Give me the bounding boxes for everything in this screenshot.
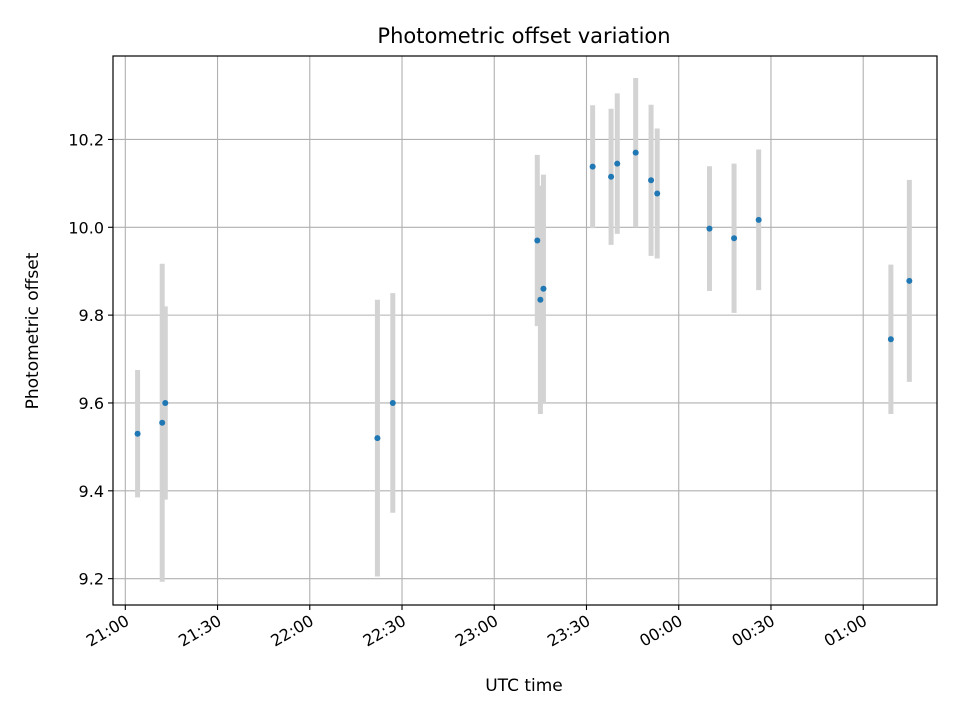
x-tick-label: 23:30 [544, 611, 593, 651]
data-point [706, 225, 713, 232]
x-tick-label: 21:30 [175, 611, 224, 651]
data-point [374, 435, 381, 442]
plot-frame [112, 55, 938, 606]
x-tick-label: 22:00 [267, 611, 316, 651]
grid [113, 56, 937, 605]
data-point [614, 160, 621, 167]
data-point [540, 285, 547, 292]
chart-title: Photometric offset variation [377, 24, 670, 48]
y-axis-ticks: 9.2 9.4 9.6 9.8 10.0 10.2 [68, 130, 113, 589]
x-axis-label: UTC time [485, 676, 563, 696]
y-tick-label: 9.2 [79, 570, 104, 589]
y-tick-label: 9.8 [79, 306, 104, 325]
x-tick-label: 22:30 [360, 611, 409, 651]
data-point [731, 235, 738, 242]
data-point [162, 399, 169, 406]
x-axis-ticks: 21:00 21:30 22:00 22:30 23:00 23:30 00:00 00:30… [83, 605, 870, 651]
data-point [632, 149, 639, 156]
data-point [654, 190, 661, 197]
x-tick-label: 00:00 [636, 611, 685, 651]
data-point [648, 177, 655, 184]
error-bars [135, 77, 912, 582]
x-tick-label: 21:00 [83, 611, 132, 651]
data-point [608, 173, 615, 180]
y-tick-label: 9.4 [79, 482, 104, 501]
data-point [389, 399, 396, 406]
y-tick-label: 10.0 [68, 218, 104, 237]
data-point [906, 277, 913, 284]
data-point [887, 336, 894, 343]
data-point [534, 237, 541, 244]
data-point [537, 296, 544, 303]
x-tick-label: 23:00 [452, 611, 501, 651]
y-axis-label: Photometric offset [23, 252, 43, 409]
y-tick-label: 9.6 [79, 394, 104, 413]
data-point [159, 419, 166, 426]
x-tick-label: 00:30 [729, 611, 778, 651]
x-tick-label: 01:00 [821, 611, 870, 651]
y-tick-label: 10.2 [68, 130, 104, 149]
data-points [134, 149, 913, 442]
data-point [589, 163, 596, 170]
data-point [755, 216, 762, 223]
data-point [134, 430, 141, 437]
